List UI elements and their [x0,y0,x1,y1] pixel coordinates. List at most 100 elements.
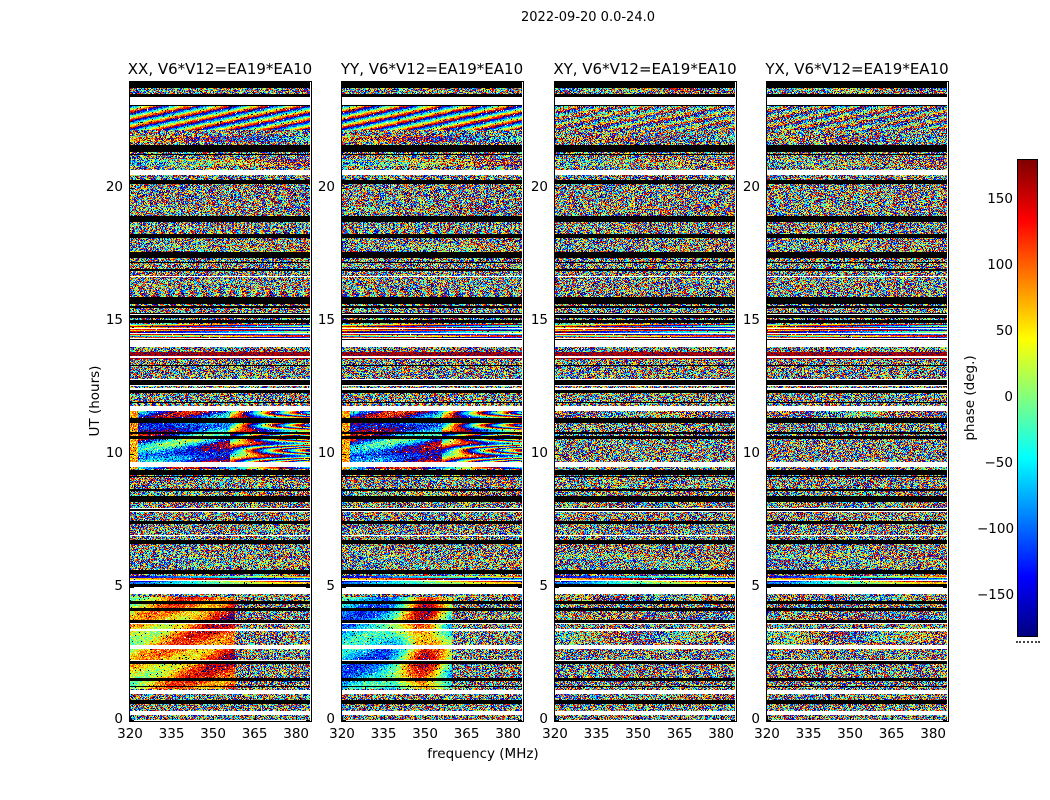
x-tick-label: 380 [283,726,310,742]
heatmap-panel-xy [555,82,735,720]
x-tick-mark-bottom [213,716,215,720]
y-tick-mark-left [342,321,346,323]
x-tick-mark-bottom [808,716,810,720]
x-tick-label: 350 [625,726,651,742]
y-tick-mark-right [306,720,310,721]
y-tick-mark-left [767,587,771,589]
x-tick-mark-top [933,82,935,86]
x-tick-mark-top [555,82,556,86]
x-tick-mark-bottom [555,716,556,720]
y-tick-mark-left [555,720,559,721]
heatmap-panel-yx [767,82,947,720]
x-tick-mark-top [342,82,343,86]
x-axis-label: frequency (MHz) [427,746,539,762]
x-tick-mark-bottom [638,716,640,720]
y-tick-mark-left [767,321,771,323]
y-tick-mark-left [767,188,771,190]
x-tick-label: 350 [200,726,226,742]
colorbar-tick-label: 100 [987,256,1013,273]
panel-title-xy: XY, V6*V12=EA19*EA10 [553,60,737,78]
x-tick-label: 320 [117,726,143,742]
y-tick-mark-left [342,720,346,721]
x-tick-label: 365 [453,726,480,742]
y-tick-label: 5 [751,578,760,595]
y-tick-mark-left [767,454,771,456]
y-tick-mark-right [518,321,522,323]
colorbar-gradient [1018,160,1037,636]
x-tick-mark-top [767,82,768,86]
y-tick-label: 15 [317,312,335,329]
panel-title-xx: XX, V6*V12=EA19*EA10 [127,60,313,78]
heatmap-panel-xx [130,82,310,720]
y-tick-label: 10 [742,445,760,462]
x-tick-mark-bottom [383,716,385,720]
y-tick-label: 0 [326,711,335,727]
x-tick-label: 320 [329,726,355,742]
colorbar-extend-dots [1016,641,1040,643]
x-tick-mark-top [383,82,385,86]
y-tick-label: 0 [751,711,760,727]
y-tick-mark-left [130,321,134,323]
x-tick-label: 380 [708,726,735,742]
colorbar-tick-label: 50 [995,322,1013,339]
y-tick-label: 20 [742,179,760,196]
y-tick-mark-left [767,720,771,721]
x-tick-mark-bottom [933,716,935,720]
y-tick-label: 10 [105,445,123,462]
x-tick-mark-bottom [850,716,852,720]
y-tick-mark-right [731,188,735,190]
x-tick-label: 380 [920,726,947,742]
x-tick-mark-bottom [721,716,723,720]
x-tick-mark-bottom [171,716,173,720]
y-tick-label: 15 [530,312,548,329]
y-tick-mark-right [306,188,310,190]
y-tick-mark-right [518,188,522,190]
y-tick-label: 5 [539,578,548,595]
x-tick-label: 365 [666,726,693,742]
x-tick-mark-top [171,82,173,86]
x-tick-mark-bottom [679,716,681,720]
y-tick-mark-right [306,454,310,456]
y-tick-label: 15 [105,312,123,329]
y-tick-label: 20 [317,179,335,196]
x-tick-mark-top [850,82,852,86]
x-tick-mark-top [466,82,468,86]
y-tick-label: 0 [539,711,548,727]
y-tick-mark-right [943,321,947,323]
y-tick-label: 10 [317,445,335,462]
y-tick-label: 15 [742,312,760,329]
figure-suptitle: 2022-09-20 0.0-24.0 [521,10,655,25]
x-tick-label: 365 [241,726,268,742]
y-tick-label: 5 [326,578,335,595]
x-tick-label: 350 [412,726,438,742]
y-tick-mark-left [130,454,134,456]
x-tick-mark-top [808,82,810,86]
heatmap-panel-yy [342,82,522,720]
x-tick-mark-bottom [296,716,298,720]
x-tick-mark-top [254,82,256,86]
y-tick-mark-right [943,587,947,589]
x-tick-mark-bottom [254,716,256,720]
x-tick-mark-bottom [130,716,131,720]
x-tick-label: 380 [495,726,522,742]
y-tick-mark-right [731,454,735,456]
x-tick-label: 320 [542,726,568,742]
y-axis-label: UT (hours) [87,365,103,437]
colorbar-tick-label: −100 [977,521,1015,538]
y-tick-mark-right [943,720,947,721]
x-tick-mark-bottom [508,716,510,720]
y-tick-mark-left [555,188,559,190]
x-tick-mark-top [891,82,893,86]
x-tick-mark-top [213,82,215,86]
x-tick-mark-bottom [466,716,468,720]
x-tick-mark-top [679,82,681,86]
y-tick-label: 5 [114,578,123,595]
y-tick-label: 10 [530,445,548,462]
y-tick-mark-left [130,188,134,190]
y-tick-label: 0 [114,711,123,727]
y-tick-mark-right [943,188,947,190]
y-tick-mark-left [342,587,346,589]
y-tick-mark-left [555,587,559,589]
x-tick-label: 350 [837,726,863,742]
